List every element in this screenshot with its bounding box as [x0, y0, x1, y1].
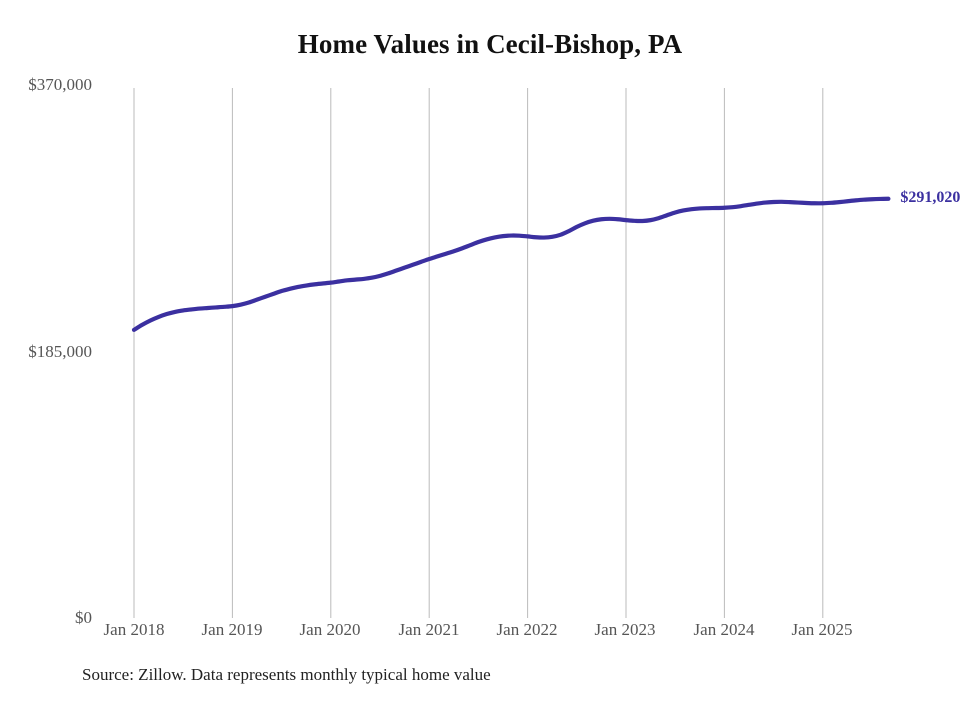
x-axis-tick-label: Jan 2022 [496, 620, 558, 639]
page-title: Home Values in Cecil-Bishop, PA [297, 29, 683, 59]
x-axis-tick-label: Jan 2021 [398, 620, 460, 639]
x-axis-tick-label: Jan 2018 [103, 620, 165, 639]
x-axis-tick-label: Jan 2020 [299, 620, 361, 639]
y-axis-tick-label-mid: $185,000 [28, 342, 92, 361]
x-gridlines [133, 88, 824, 618]
home-value-line [131, 196, 891, 332]
x-axis-tick-label: Jan 2023 [594, 620, 656, 639]
source-note: Source: Zillow. Data represents monthly … [82, 665, 491, 684]
x-axis-tick-label: Jan 2019 [201, 620, 263, 639]
x-axis-tick-label: Jan 2025 [791, 620, 853, 639]
y-axis-tick-label-top: $370,000 [28, 75, 92, 94]
end-value-annotation: $291,020 [900, 188, 961, 206]
y-axis-tick-label-bottom: $0 [75, 608, 92, 627]
x-axis-tick-label: Jan 2024 [693, 620, 755, 639]
